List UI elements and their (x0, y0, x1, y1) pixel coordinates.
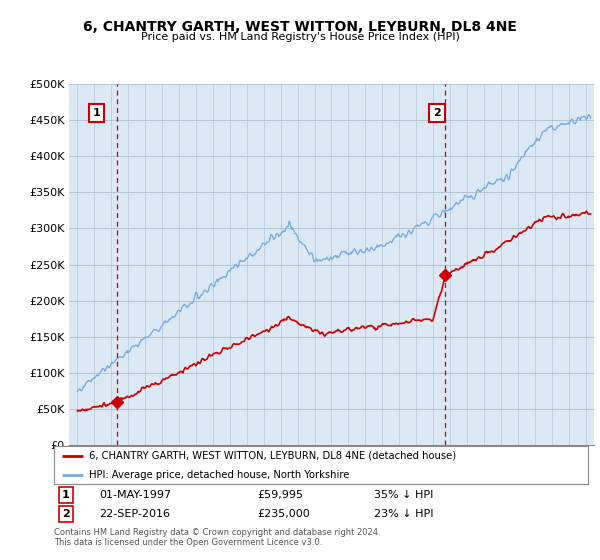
Text: 1: 1 (93, 108, 100, 118)
Text: 6, CHANTRY GARTH, WEST WITTON, LEYBURN, DL8 4NE: 6, CHANTRY GARTH, WEST WITTON, LEYBURN, … (83, 20, 517, 34)
Text: £235,000: £235,000 (257, 509, 310, 519)
Text: 23% ↓ HPI: 23% ↓ HPI (374, 509, 434, 519)
Text: 22-SEP-2016: 22-SEP-2016 (100, 509, 170, 519)
Text: 01-MAY-1997: 01-MAY-1997 (100, 490, 172, 500)
Text: £59,995: £59,995 (257, 490, 303, 500)
Text: 2: 2 (433, 108, 441, 118)
Text: Contains HM Land Registry data © Crown copyright and database right 2024.
This d: Contains HM Land Registry data © Crown c… (54, 528, 380, 547)
Text: 2: 2 (62, 509, 70, 519)
Text: 6, CHANTRY GARTH, WEST WITTON, LEYBURN, DL8 4NE (detached house): 6, CHANTRY GARTH, WEST WITTON, LEYBURN, … (89, 451, 456, 461)
Text: Price paid vs. HM Land Registry's House Price Index (HPI): Price paid vs. HM Land Registry's House … (140, 32, 460, 43)
Text: 1: 1 (62, 490, 70, 500)
Text: HPI: Average price, detached house, North Yorkshire: HPI: Average price, detached house, Nort… (89, 470, 349, 480)
Text: 35% ↓ HPI: 35% ↓ HPI (374, 490, 434, 500)
